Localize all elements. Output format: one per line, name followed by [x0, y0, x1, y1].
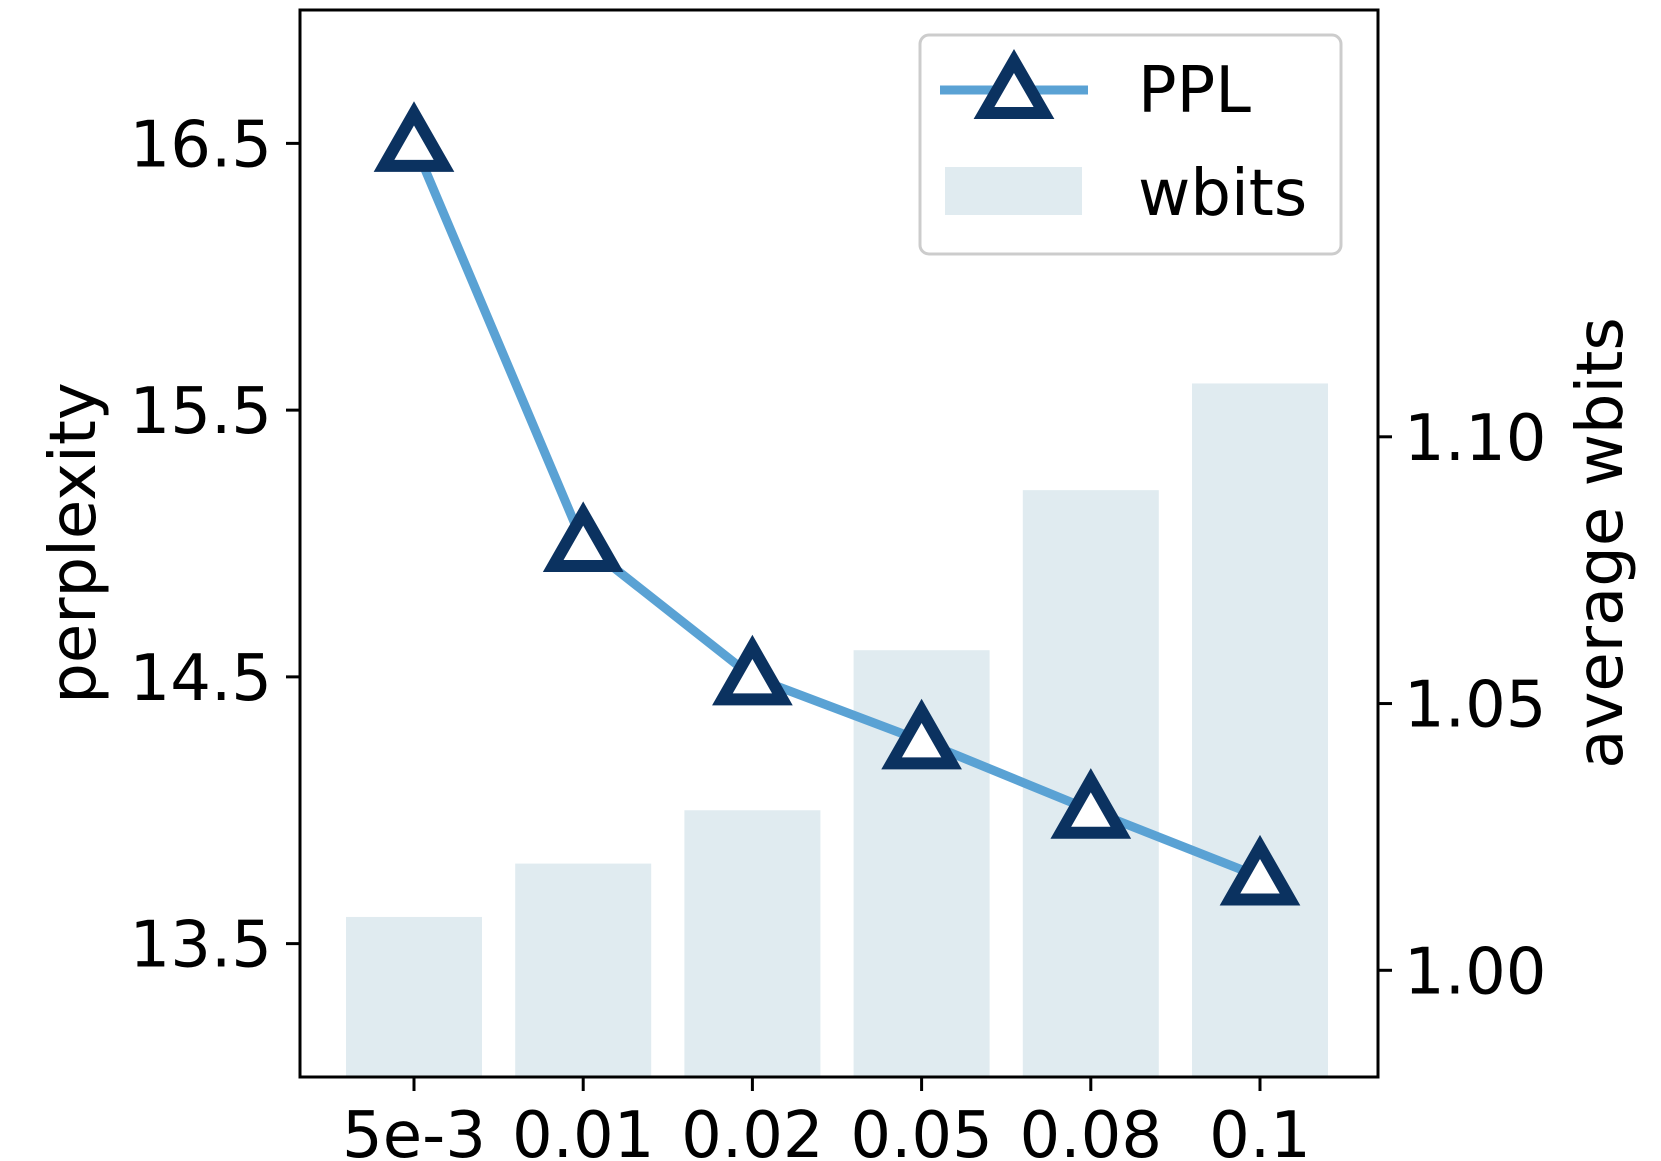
y2-axis-title: average wbits	[1564, 317, 1638, 769]
ppl-marker	[881, 698, 962, 770]
ppl-marker	[1219, 834, 1301, 906]
wbits-bar	[346, 916, 482, 1077]
ppl-line-series	[373, 101, 1301, 906]
legend-ppl-label: PPL	[1138, 54, 1251, 128]
y2-tick-label: 1.10	[1404, 402, 1547, 476]
x-tick-label: 0.1	[1209, 1099, 1311, 1161]
legend: PPL wbits	[918, 33, 1343, 256]
x-tick-label: 0.02	[681, 1099, 824, 1161]
wbits-bars	[346, 383, 1328, 1077]
ppl-marker	[712, 634, 793, 706]
ppl-marker	[373, 101, 455, 172]
y2-tick-label: 1.00	[1404, 935, 1547, 1009]
x-axis: 5e-3 0.01 0.02 0.05 0.08 0.1	[342, 1077, 1311, 1161]
y-tick-label: 14.5	[130, 642, 273, 716]
plot-frame	[298, 8, 1380, 1079]
y2-tick-label: 1.05	[1404, 669, 1547, 743]
legend-ppl-marker	[973, 48, 1055, 119]
y-axis-left: 13.5 14.5 15.5 16.5	[130, 108, 300, 983]
wbits-bar	[515, 863, 652, 1077]
y-tick-label: 15.5	[130, 375, 273, 449]
y-axis-right: 1.00 1.05 1.10	[1378, 402, 1547, 1009]
wbits-bar	[684, 810, 821, 1077]
x-tick-label: 0.08	[1020, 1099, 1163, 1161]
y-axis-title: perplexity	[37, 382, 111, 704]
x-tick-label: 0.05	[850, 1099, 993, 1161]
wbits-bar	[1192, 383, 1328, 1077]
x-tick-label: 5e-3	[342, 1099, 486, 1161]
legend-wbits-swatch	[945, 167, 1082, 215]
ppl-marker	[542, 501, 624, 572]
y-tick-label: 16.5	[130, 108, 273, 182]
x-tick-label: 0.01	[512, 1099, 655, 1161]
y-tick-label: 13.5	[130, 909, 273, 983]
legend-wbits-label: wbits	[1138, 157, 1307, 231]
ppl-marker	[1050, 768, 1132, 839]
